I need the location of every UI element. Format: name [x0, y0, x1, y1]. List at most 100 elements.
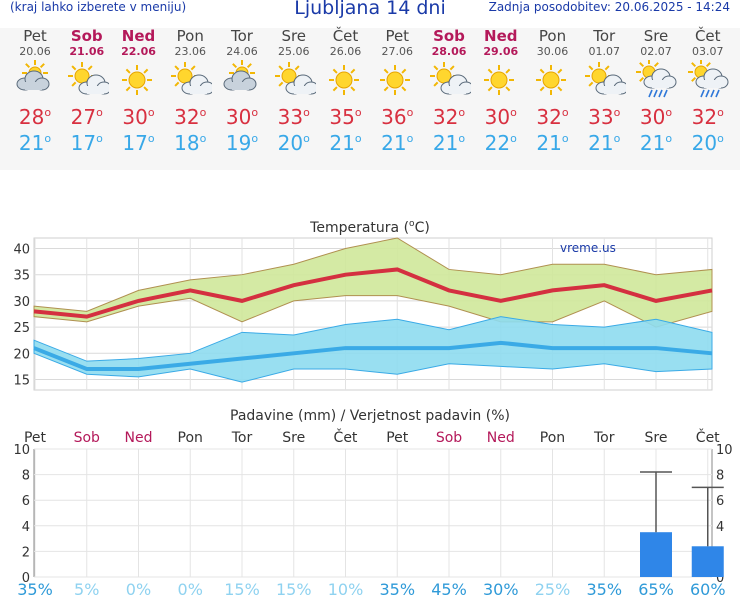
y-tick-label-right: 10	[716, 443, 733, 458]
day-name: Sob	[70, 27, 103, 45]
y-tick-label: 6	[22, 494, 30, 509]
day-name: Pon	[538, 27, 567, 45]
max-temperature-band	[33, 237, 713, 328]
precipitation-probability: 35%	[586, 580, 623, 599]
day-name: Tor	[231, 27, 253, 45]
precipitation-probability: 25%	[534, 580, 571, 599]
day-date: 26.06	[329, 45, 362, 58]
max-temperature: 27o	[70, 105, 103, 129]
min-temperature: 21o	[329, 131, 362, 155]
min-temperature: 22o	[484, 131, 517, 155]
precipitation-probability: 60%	[689, 580, 726, 599]
last-update: Zadnja posodobitev: 20.06.2025 - 14:24	[488, 0, 730, 14]
min-temperature: 20o	[277, 131, 310, 155]
sunny-cloud-icon	[268, 60, 320, 100]
precipitation-probability: 35%	[17, 580, 53, 599]
precipitation-day-label: Čet	[334, 428, 358, 446]
forecast-day: Sre 25.06 33o 20o	[268, 28, 320, 155]
precipitation-probability: 0%	[177, 580, 203, 599]
forecast-day: Tor 24.06 30o 19o	[216, 27, 268, 155]
precipitation-chart-title: Padavine (mm) / Verjetnost padavin (%)	[230, 408, 510, 424]
watermark: vreme.us	[560, 241, 616, 255]
precipitation-chart: Padavine (mm) / Verjetnost padavin (%) Pe…	[13, 408, 733, 586]
day-date: 23.06	[174, 45, 207, 58]
temperature-chart-title: Temperatura (oC)	[309, 219, 430, 236]
y-tick-label: 30	[13, 295, 30, 310]
max-temperature-line	[33, 267, 713, 319]
y-tick-label: 0	[22, 571, 30, 586]
y-tick-label: 35	[13, 269, 30, 284]
sunny-icon	[113, 60, 165, 100]
day-name: Tor	[593, 27, 616, 45]
precipitation-day-label: Pet	[386, 430, 409, 446]
max-temperature: 32o	[536, 105, 569, 129]
forecast-day: Sob 28.06 32o 21o	[423, 27, 475, 155]
day-name: Ned	[484, 27, 518, 45]
forecast-day: Pon 30.06 32o 21o	[527, 27, 579, 155]
min-temperature: 21o	[588, 131, 621, 155]
min-temperature: 18o	[174, 131, 207, 155]
min-temperature: 21o	[381, 131, 414, 155]
partly-cloudy-icon	[9, 60, 61, 100]
day-name: Pon	[176, 27, 204, 45]
forecast-day: Čet 26.06 35o 21o	[320, 27, 372, 155]
precipitation-probability: 0%	[125, 580, 152, 599]
sun-rain-icon	[682, 59, 734, 100]
forecast-day: Tor 01.07 33o 21o	[578, 27, 630, 155]
min-temperature: 17o	[122, 131, 155, 155]
precipitation-day-label: Sob	[74, 430, 100, 446]
sunny-icon	[527, 60, 579, 100]
day-date: 28.06	[431, 45, 467, 58]
forecast-day: Čet 03.07 32o 20o	[682, 27, 734, 155]
day-date: 02.07	[640, 45, 672, 58]
precipitation-day-label: Ned	[125, 430, 153, 446]
y-tick-label: 4	[22, 520, 30, 535]
max-temperature: 30o	[639, 105, 673, 129]
daily-forecast-strip: Pet 20.06 28o 21o Sob 21.06 27o 17o Ned 22.06 30…	[0, 28, 740, 170]
day-name: Pet	[385, 27, 410, 45]
forecast-day: Pet 20.06 28o 21o	[9, 27, 61, 155]
day-name: Čet	[332, 27, 359, 45]
sun-rain-icon	[630, 59, 682, 100]
max-temperature: 32o	[174, 105, 207, 129]
page-title: Ljubljana 14 dni	[294, 0, 446, 19]
sunny-cloud-icon	[61, 60, 113, 100]
precipitation-day-label: Čet	[696, 428, 720, 446]
partly-cloudy-icon	[216, 60, 268, 100]
day-date: 27.06	[381, 45, 414, 58]
precipitation-probability: 15%	[224, 580, 260, 599]
y-tick-label: 40	[13, 242, 30, 257]
max-temperature: 30o	[225, 105, 259, 129]
max-temperature: 30o	[484, 105, 517, 129]
precipitation-day-label: Sre	[282, 430, 305, 446]
day-name: Čet	[694, 27, 721, 45]
precipitation-probability: 15%	[275, 580, 312, 599]
max-temperature: 32o	[691, 105, 724, 129]
precipitation-probability: 5%	[74, 580, 100, 599]
sunny-cloud-icon	[423, 60, 475, 100]
precipitation-probability: 65%	[638, 580, 674, 599]
min-temperature: 21o	[432, 131, 466, 155]
max-temperature: 32o	[432, 105, 466, 129]
precipitation-day-label: Pon	[178, 430, 203, 446]
y-tick-label-right: 8	[716, 469, 724, 484]
precipitation-probability: 10%	[327, 580, 364, 599]
sunny-icon	[320, 60, 372, 100]
max-temperature: 35o	[329, 105, 362, 129]
y-tick-label: 2	[22, 545, 30, 560]
y-tick-label-right: 4	[716, 520, 724, 535]
y-tick-label: 10	[13, 443, 30, 458]
y-tick-label: 15	[13, 374, 30, 389]
max-temperature: 36o	[381, 105, 414, 129]
day-date: 21.06	[69, 45, 105, 58]
y-tick-label: 20	[13, 347, 30, 362]
sunny-icon	[475, 60, 527, 100]
min-temperature: 21o	[639, 131, 673, 155]
forecast-day: Pet 27.06 36o 21o	[371, 27, 423, 155]
day-name: Sob	[433, 27, 465, 45]
precipitation-day-label: Tor	[593, 430, 615, 446]
sunny-cloud-icon	[164, 60, 216, 100]
min-temperature: 17o	[70, 131, 103, 155]
forecast-day: Pon 23.06 32o 18o	[164, 27, 216, 155]
day-name: Pet	[23, 27, 47, 45]
